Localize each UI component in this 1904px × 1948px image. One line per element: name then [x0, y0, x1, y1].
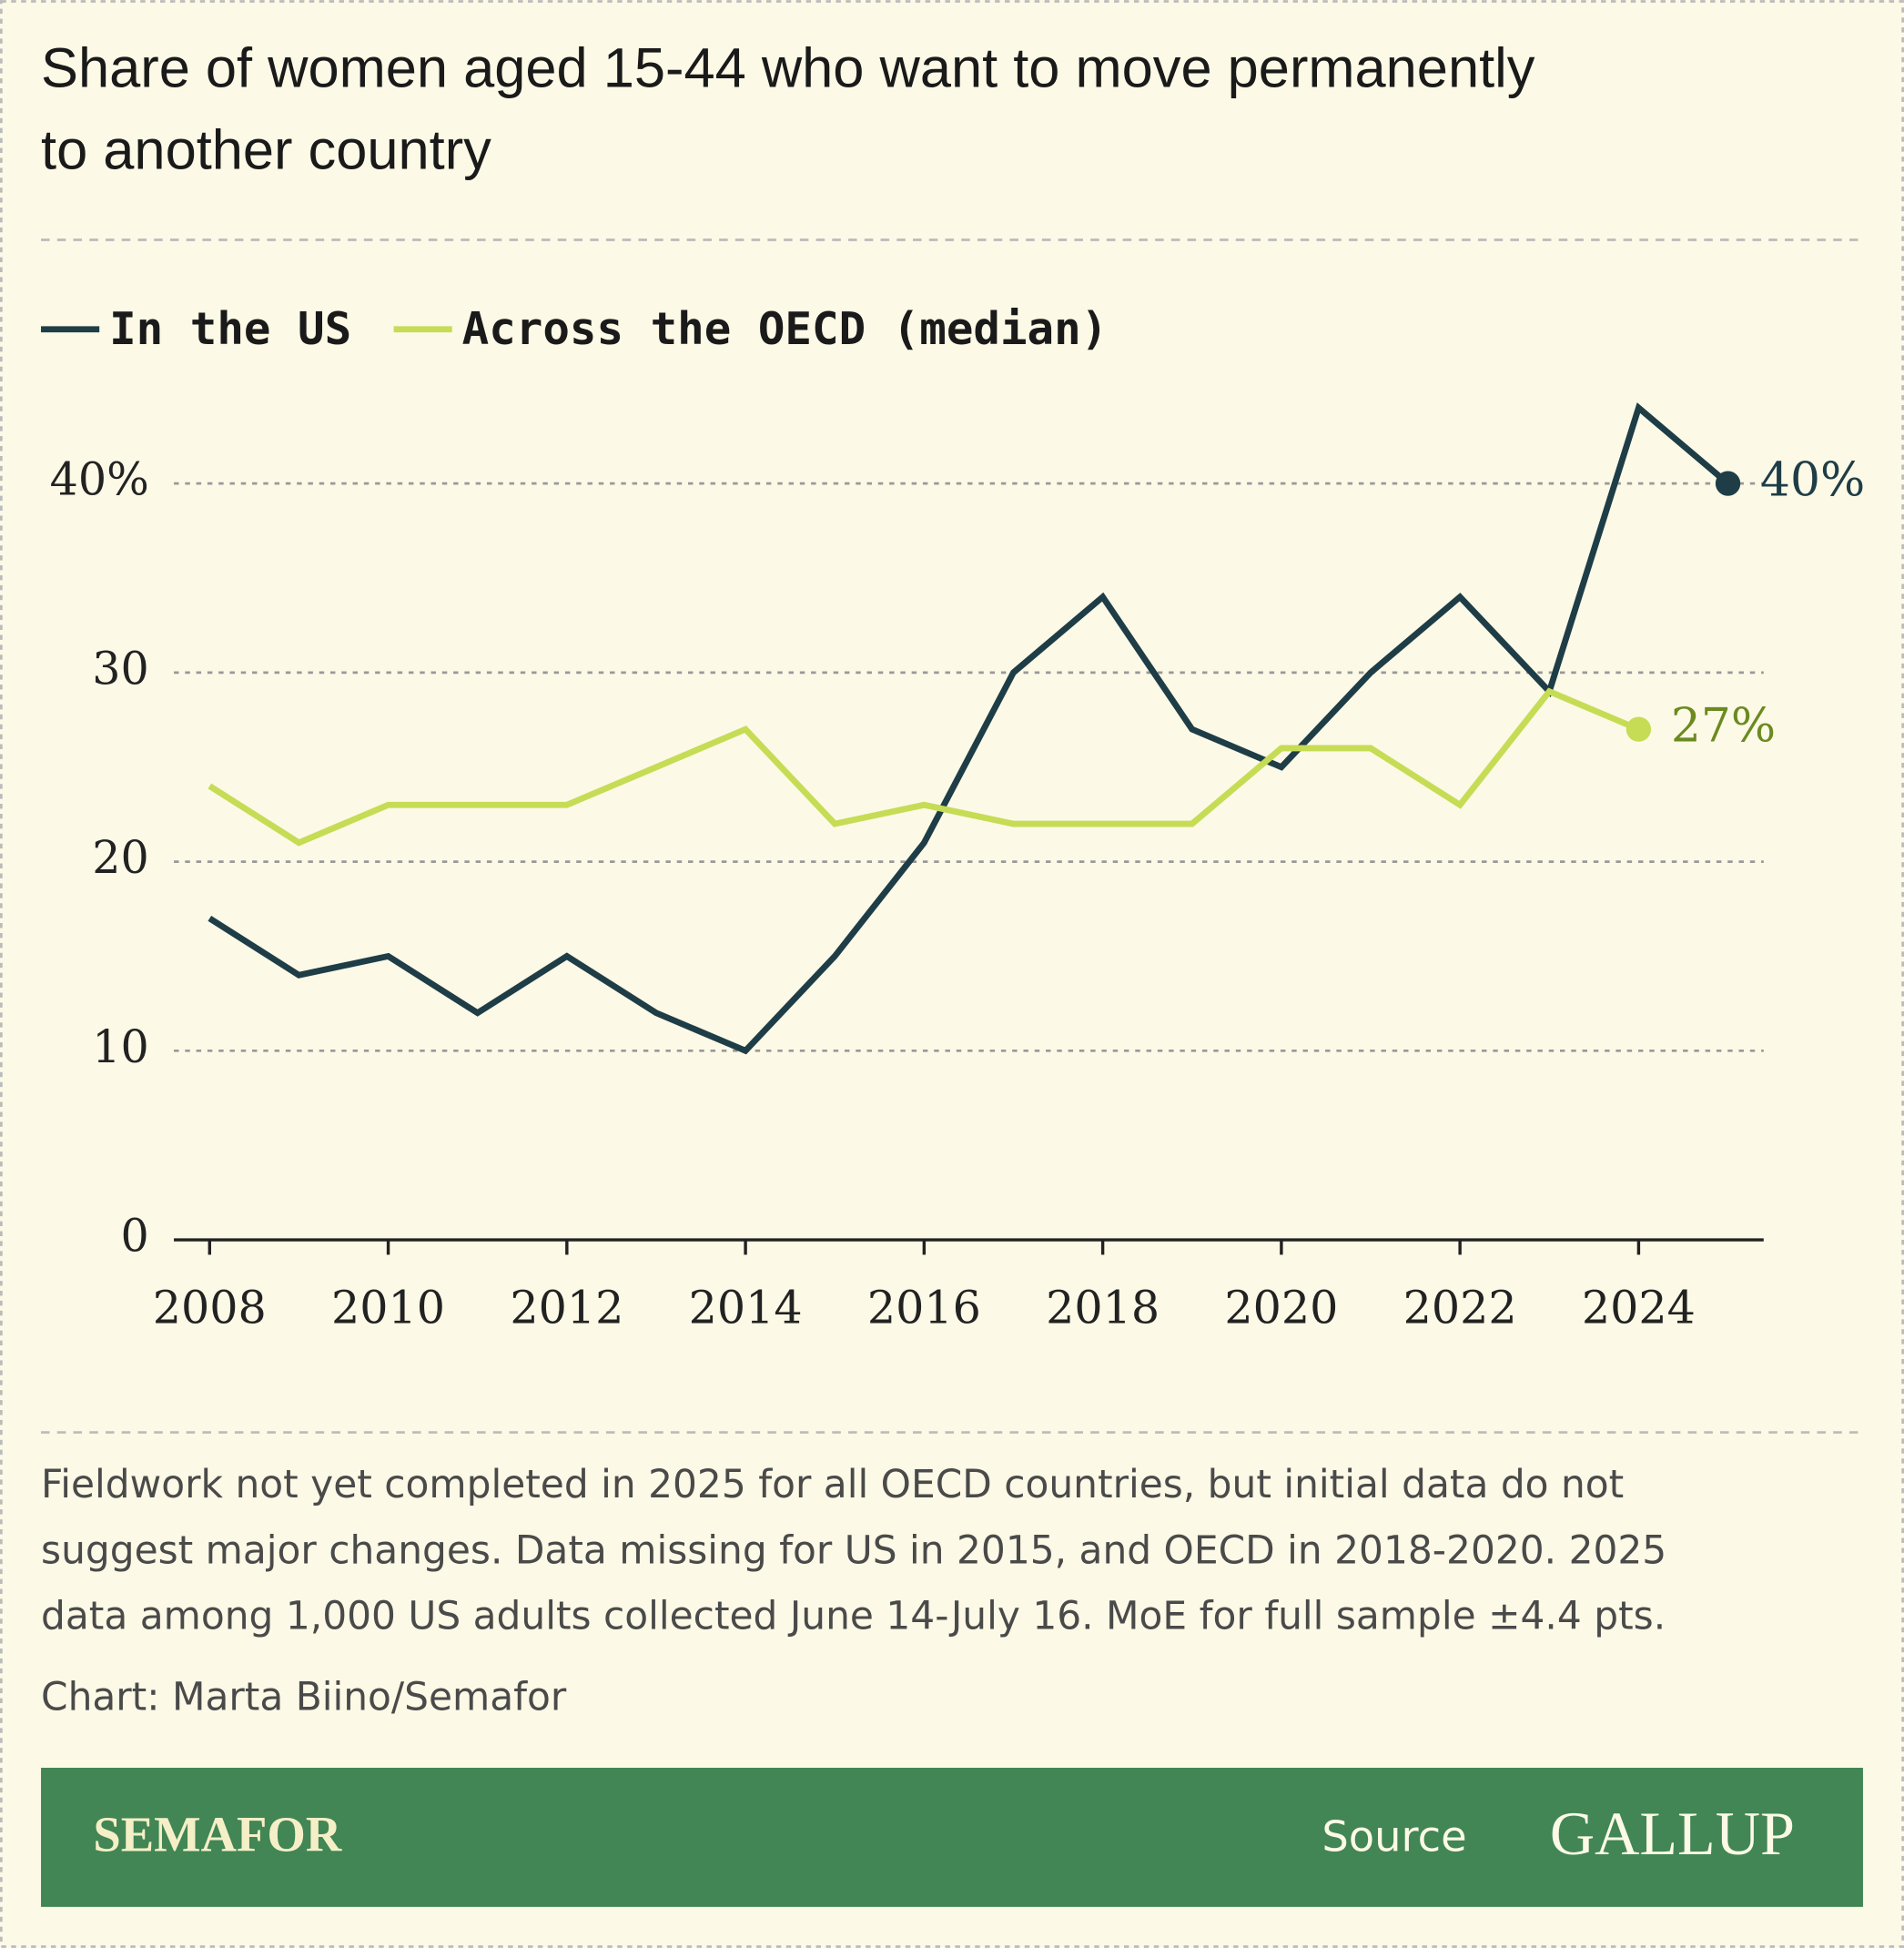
- note: data among 1,000 US adults collected Jun…: [41, 1594, 1666, 1639]
- credit: Chart: Marta Biino/Semafor: [41, 1674, 567, 1719]
- chart-title: Share of women aged 15-44 who want to mo…: [41, 36, 1535, 99]
- chart-title: to another country: [41, 119, 491, 182]
- source-label: Source: [1322, 1812, 1466, 1862]
- x-tick-label: 2022: [1403, 1282, 1517, 1334]
- series-line: [208, 402, 1730, 1055]
- x-tick-label: 2016: [867, 1282, 981, 1334]
- legend-label: Across the OECD (median): [462, 302, 1109, 355]
- y-tick-label: 10: [92, 1020, 149, 1073]
- x-tick-label: 2024: [1582, 1282, 1696, 1334]
- source: GALLUP: [1550, 1799, 1795, 1868]
- note: suggest major changes. Data missing for …: [41, 1527, 1666, 1572]
- x-tick-label: 2010: [331, 1282, 445, 1334]
- x-tick-label: 2018: [1046, 1282, 1160, 1334]
- y-tick-label: 20: [92, 831, 149, 884]
- x-tick-label: 2008: [153, 1282, 267, 1334]
- value-label: 40%: [1760, 453, 1865, 508]
- series-line: [208, 687, 1640, 847]
- x-tick-label: 2020: [1224, 1282, 1338, 1334]
- end-point: [1625, 716, 1652, 742]
- x-tick-label: 2012: [510, 1282, 623, 1334]
- y-tick-label: 0: [121, 1210, 149, 1263]
- y-tick-label: 30: [92, 642, 149, 695]
- y-tick-label: 40%: [50, 453, 149, 506]
- legend-label: In the US: [109, 302, 351, 355]
- value-label: 27%: [1671, 699, 1776, 754]
- x-tick-label: 2014: [689, 1282, 803, 1334]
- note: Fieldwork not yet completed in 2025 for …: [41, 1462, 1624, 1507]
- footer-bar: [41, 1768, 1863, 1907]
- brand: SEMAFOR: [93, 1807, 341, 1862]
- end-point: [1715, 471, 1741, 496]
